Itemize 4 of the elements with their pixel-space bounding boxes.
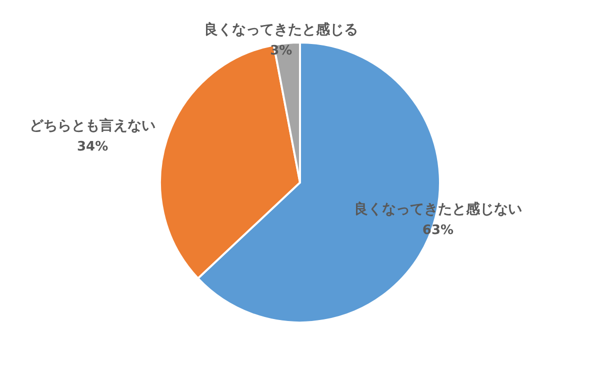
- slice-label: 良くなってきたと感じる: [204, 20, 358, 38]
- data-label: 34%: [77, 139, 108, 154]
- slice-label: 良くなってきたと感じない: [354, 200, 522, 218]
- slice-label: どちらとも言えない: [30, 116, 156, 134]
